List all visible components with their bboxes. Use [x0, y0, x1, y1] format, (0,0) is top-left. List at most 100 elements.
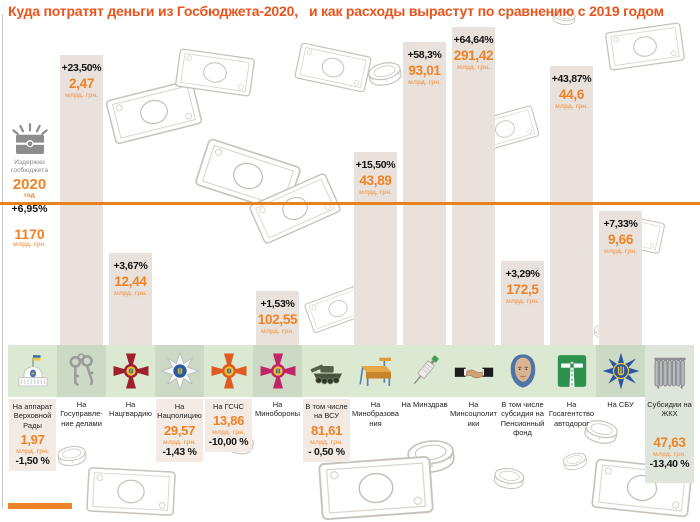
- amount-value: 172,5: [506, 282, 539, 297]
- category-label: На аппарат Верховной Рады: [12, 402, 53, 430]
- amount-value: 291,42: [453, 48, 494, 63]
- bar-column-2: +23,50% 2,47 млрд. грн.: [60, 55, 103, 345]
- negative-value-box: В том числе на ВСУ 81,61 млрд. грн. - 0,50 …: [303, 399, 350, 462]
- parliament-icon: [13, 351, 53, 391]
- icon-cell-6: [253, 345, 302, 397]
- total-growth-pct: +6,95%: [11, 203, 48, 216]
- icon-cell-11: [498, 345, 547, 397]
- growth-pct-label: +64,64%: [453, 34, 494, 46]
- average-growth-reference-line: [0, 202, 700, 205]
- bar-column-8: +15,50% 43,89 млрд. грн.: [354, 152, 397, 345]
- category-label: На Минобороны: [254, 400, 301, 419]
- left-border-line: [2, 14, 3, 509]
- growth-pct-label: +7,33%: [603, 218, 638, 230]
- category-label: Субсидии на ЖКХ: [647, 400, 692, 419]
- growth-pct-label: -1,50 %: [15, 455, 50, 468]
- growth-pct-label: +1,53%: [260, 298, 295, 310]
- category-label: На Минсоцполитики: [450, 400, 497, 428]
- category-label: В том числе на ВСУ: [305, 402, 348, 421]
- negative-value-box: На Нацполицию 29,57 млрд. грн. -1,43 %: [156, 399, 203, 462]
- bar-column-9: +58,3% 93,01 млрд. грн.: [403, 42, 446, 345]
- keys-icon: [62, 351, 102, 391]
- amount-unit: млрд. грн.: [310, 438, 343, 446]
- coin-doodle: [359, 54, 411, 95]
- budget-expenses-label: Издержки госбюджета: [10, 159, 49, 175]
- amount-unit: млрд. грн.: [555, 103, 588, 110]
- amount-value: 93,01: [408, 63, 441, 78]
- amount-unit: млрд. грн.: [359, 189, 392, 196]
- icon-cell-4: [155, 345, 204, 397]
- bar-column-6: +1,53% 102,55 млрд. грн.: [256, 291, 299, 345]
- amount-value: 102,55: [257, 312, 298, 327]
- growth-pct-label: -13,40 %: [649, 457, 690, 470]
- growth-pct-label: +3,29%: [505, 268, 540, 280]
- category-label: На Госагентство автодорог: [548, 400, 595, 428]
- budget-summary-panel: Издержки госбюджета 2020 год +6,95% 1170…: [3, 118, 56, 249]
- banknote-doodle: [247, 170, 344, 246]
- bar-column-11: +3,29% 172,5 млрд. грн.: [501, 261, 544, 345]
- icon-cell-8: [351, 345, 400, 397]
- banknote-doodle: [85, 466, 177, 518]
- banknote-doodle: [104, 78, 205, 147]
- category-label: На Госуправле­ние делами: [60, 400, 103, 428]
- negative-value-box: На аппарат Верховной Рады 1,97 млрд. грн. -…: [9, 399, 56, 472]
- growth-pct-label: +15,50%: [355, 159, 396, 171]
- amount-unit: млрд. грн.: [506, 298, 539, 305]
- budget-year-suffix: год: [24, 192, 35, 200]
- sbu-emblem-icon: [601, 351, 641, 391]
- amount-unit: млрд. грн.: [163, 438, 196, 446]
- total-amount-unit: млрд. грн.: [13, 241, 46, 249]
- bar-column-10: +64,64% 291,42 млрд. грн.: [452, 27, 495, 345]
- bar-column-12: +43,87% 44,6 млрд. грн.: [550, 66, 593, 345]
- growth-pct-label: -10,00 %: [208, 436, 249, 449]
- amount-value: 43,89: [359, 173, 392, 188]
- amount-unit: млрд. грн.: [212, 429, 245, 437]
- icon-cell-12: [547, 345, 596, 397]
- icon-cell-3: [106, 345, 155, 397]
- amount-unit: млрд. грн.: [65, 92, 98, 99]
- defense-ministry-emblem-icon: [258, 351, 298, 391]
- amount-value: 9,66: [607, 232, 634, 247]
- growth-pct-label: +58,3%: [407, 49, 442, 61]
- syringe-icon: [405, 351, 445, 391]
- category-label: На Нацполицию: [157, 402, 202, 421]
- pensioner-icon: [503, 351, 543, 391]
- amount-unit: млрд. грн.: [604, 248, 637, 255]
- category-label: На Минздрав: [401, 400, 448, 409]
- tank-icon: [307, 351, 347, 391]
- category-label: На СБУ: [607, 400, 634, 409]
- banknote-doodle: [174, 47, 257, 98]
- police-star-icon: [159, 351, 200, 391]
- coin-doodle: [556, 446, 595, 477]
- emergency-service-emblem-icon: [209, 351, 249, 391]
- amount-unit: млрд. грн.: [114, 290, 147, 297]
- category-label: В том числе субсидия на Пенсионный фонд: [500, 400, 545, 438]
- amount-unit: млрд. грн.: [261, 328, 294, 335]
- amount-unit: млрд. грн.: [653, 450, 686, 458]
- banknote-doodle: [293, 41, 373, 95]
- coin-doodle: [547, 4, 582, 30]
- amount-unit: млрд. грн.: [457, 64, 490, 71]
- icon-cell-5: [204, 345, 253, 397]
- highway-sign-icon: [552, 351, 592, 391]
- radiator-icon: [650, 351, 690, 391]
- growth-pct-label: +3,67%: [113, 260, 148, 272]
- page-title: Куда потратят деньги из Госбюджета-2020,…: [8, 3, 664, 19]
- total-amount: 1170: [14, 226, 45, 243]
- bar-column-3: +3,67% 12,44 млрд. грн.: [109, 253, 152, 345]
- handshake-icon: [454, 351, 494, 391]
- icon-cell-7: [302, 345, 351, 397]
- icon-cell-1: [8, 345, 57, 397]
- banknote-doodle: [604, 21, 687, 72]
- growth-pct-label: +23,50%: [61, 62, 102, 74]
- growth-pct-label: - 0,50 %: [308, 445, 345, 458]
- coin-doodle: [575, 412, 627, 453]
- amount-value: 47,63: [653, 434, 686, 450]
- budget-year: 2020: [12, 176, 47, 194]
- amount-value: 29,57: [163, 422, 196, 438]
- growth-pct-label: +43,87%: [551, 73, 592, 85]
- amount-value: 44,6: [558, 87, 585, 102]
- icon-cell-14: [645, 345, 694, 397]
- negative-value-box: На ГСЧС 13,86 млрд. грн. -10,00 %: [205, 399, 252, 453]
- amount-value: 2,47: [68, 76, 95, 91]
